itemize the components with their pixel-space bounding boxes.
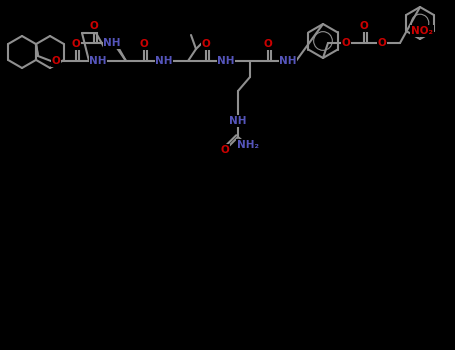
Text: O: O: [202, 39, 210, 49]
Text: O: O: [342, 38, 350, 48]
Text: O: O: [378, 38, 386, 48]
Text: O: O: [71, 39, 81, 49]
Text: NH: NH: [89, 56, 107, 66]
Text: NO₂: NO₂: [411, 26, 433, 36]
Text: NH₂: NH₂: [237, 140, 259, 150]
Text: NH: NH: [279, 56, 297, 66]
Text: O: O: [359, 21, 369, 31]
Text: O: O: [90, 21, 98, 31]
Text: NH: NH: [229, 116, 247, 126]
Text: O: O: [140, 39, 148, 49]
Text: NH: NH: [155, 56, 173, 66]
Text: O: O: [221, 145, 229, 155]
Text: O: O: [263, 39, 273, 49]
Text: NH: NH: [103, 38, 121, 48]
Text: O: O: [51, 56, 61, 66]
Text: NH: NH: [217, 56, 235, 66]
